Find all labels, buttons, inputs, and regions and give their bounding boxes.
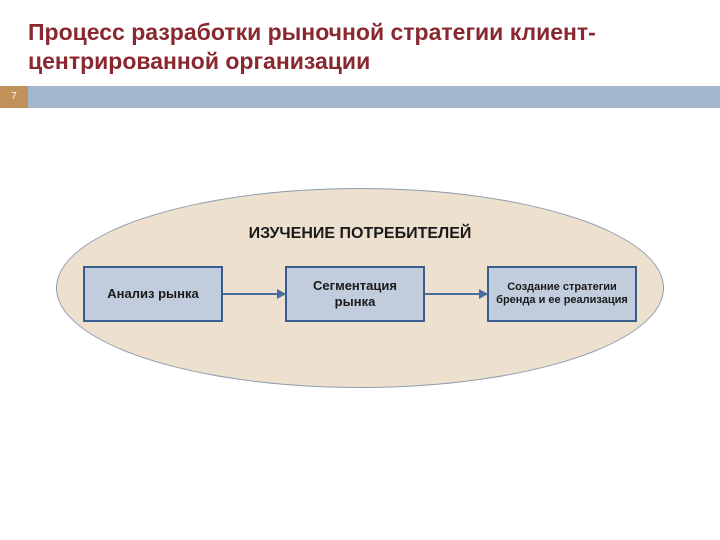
step-box-1: Анализ рынка xyxy=(83,266,223,322)
step-box-3: Создание стратегии бренда и ее реализаци… xyxy=(487,266,637,322)
slide-title: Процесс разработки рыночной стратегии кл… xyxy=(0,0,720,86)
process-diagram: ИЗУЧЕНИЕ ПОТРЕБИТЕЛЕЙ Анализ рынка Сегме… xyxy=(0,168,720,408)
header-band: 7 xyxy=(0,86,720,108)
step-label: Создание стратегии бренда и ее реализаци… xyxy=(495,281,629,307)
arrow-icon xyxy=(425,293,487,295)
page-number-badge: 7 xyxy=(0,86,28,108)
header-band-bar xyxy=(28,86,720,108)
ellipse-label: ИЗУЧЕНИЕ ПОТРЕБИТЕЛЕЙ xyxy=(57,225,663,243)
step-label: Сегментация рынка xyxy=(293,278,417,309)
step-label: Анализ рынка xyxy=(107,286,198,302)
step-box-2: Сегментация рынка xyxy=(285,266,425,322)
process-steps-row: Анализ рынка Сегментация рынка Создание … xyxy=(0,266,720,322)
arrow-icon xyxy=(223,293,285,295)
